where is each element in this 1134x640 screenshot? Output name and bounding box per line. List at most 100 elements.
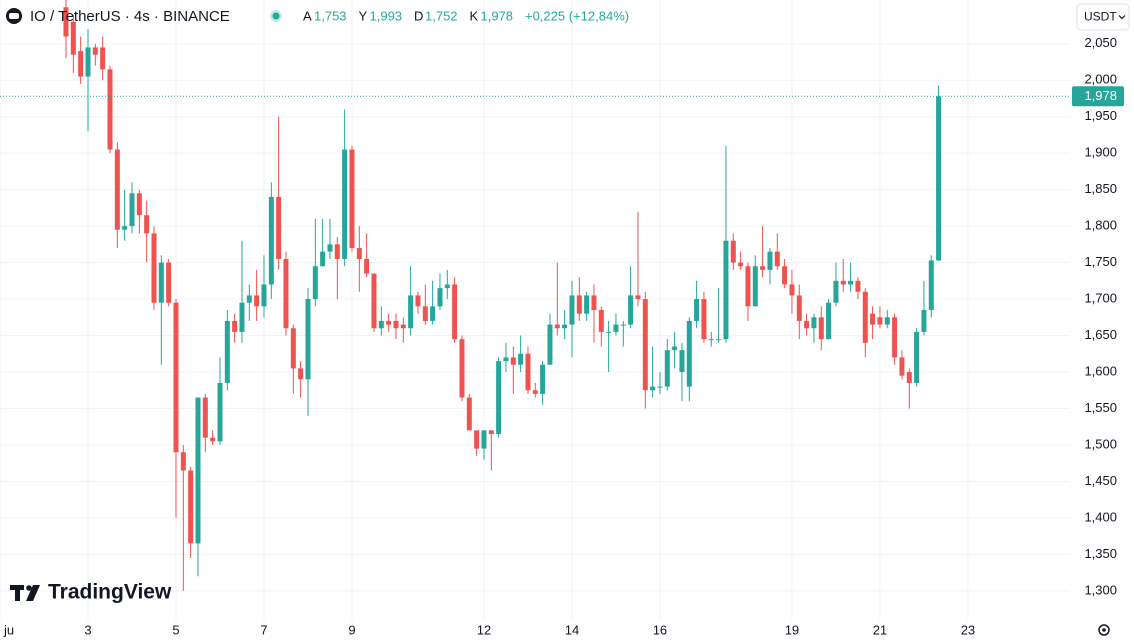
- y-tick-label: 1,800: [1084, 218, 1117, 233]
- candle-body: [408, 295, 414, 329]
- candle-body: [496, 361, 502, 434]
- candle-body: [158, 262, 164, 303]
- candle-body: [305, 299, 311, 380]
- candle-body: [899, 357, 905, 376]
- watermark-logo: [10, 585, 40, 601]
- candle-body: [415, 295, 421, 307]
- candle-body: [195, 397, 201, 544]
- x-tick-label: 14: [565, 622, 579, 637]
- legend-value: 1,752: [425, 8, 458, 23]
- y-tick-label: 1,850: [1084, 181, 1117, 196]
- candle-body: [686, 320, 692, 387]
- candle-body: [833, 280, 839, 303]
- candle-body: [254, 295, 260, 307]
- candle-body: [107, 69, 113, 150]
- candle-body: [921, 310, 927, 332]
- candle-body: [628, 295, 634, 325]
- candle-body: [723, 240, 729, 340]
- candle-body: [437, 288, 443, 307]
- candle-body: [452, 284, 458, 340]
- legend-key: A: [303, 8, 312, 23]
- candle-body: [78, 51, 84, 77]
- candle-body: [576, 295, 582, 314]
- y-tick-label: 1,750: [1084, 254, 1117, 269]
- symbol-logo-mark: [9, 13, 19, 19]
- candle-body: [562, 324, 568, 329]
- candle-body: [481, 430, 487, 449]
- candle-body: [474, 430, 480, 449]
- candle-body: [188, 470, 194, 544]
- candle-body: [672, 346, 678, 351]
- candle-body: [202, 397, 208, 438]
- candle-body: [613, 324, 619, 332]
- candle-body: [356, 248, 362, 259]
- candle-body: [620, 324, 626, 326]
- candle-body: [796, 295, 802, 321]
- candle-body: [635, 295, 641, 300]
- y-tick-label: 1,900: [1084, 145, 1117, 160]
- candle-body: [767, 251, 773, 270]
- candle-body: [459, 339, 465, 398]
- candle-body: [745, 266, 751, 307]
- x-tick-label: 16: [653, 622, 667, 637]
- candle-body: [818, 317, 824, 340]
- candle-body: [642, 299, 648, 391]
- candle-body: [664, 350, 670, 387]
- legend-key: K: [470, 8, 479, 23]
- currency-button[interactable]: [1076, 3, 1130, 31]
- currency-label[interactable]: USDT: [1084, 10, 1117, 24]
- candle-body: [63, 7, 69, 37]
- candle-body: [547, 324, 553, 365]
- candle-body: [114, 149, 120, 230]
- candle-body: [298, 368, 304, 380]
- candle-body: [466, 397, 472, 431]
- candle-body: [144, 215, 150, 234]
- y-tick-label: 1,950: [1084, 108, 1117, 123]
- candle-body: [386, 320, 392, 325]
- candle-body: [488, 430, 494, 434]
- candle-body: [936, 96, 942, 261]
- y-tick-label: 1,450: [1084, 473, 1117, 488]
- y-tick-label: 1,400: [1084, 509, 1117, 524]
- candle-body: [422, 306, 428, 321]
- candle-body: [327, 244, 333, 252]
- symbol-title[interactable]: IO / TetherUS · 4s · BINANCE: [30, 8, 230, 25]
- y-tick-label: 2,000: [1084, 72, 1117, 87]
- candle-body: [136, 193, 142, 216]
- x-tick-label: 9: [348, 622, 355, 637]
- candle-body: [334, 244, 340, 259]
- candle-body: [364, 258, 370, 274]
- candle-body: [914, 331, 920, 383]
- candle-body: [166, 262, 172, 303]
- status-dot: [272, 12, 280, 20]
- candle-body: [789, 284, 795, 296]
- legend-key: Y: [359, 8, 368, 23]
- candle-body: [503, 357, 509, 362]
- candle-body: [393, 320, 399, 329]
- candle-body: [312, 266, 318, 300]
- candle-body: [151, 233, 157, 303]
- y-tick-label: 2,050: [1084, 35, 1117, 50]
- candle-body: [584, 295, 590, 314]
- candle-body: [532, 390, 538, 394]
- candle-body: [268, 196, 274, 285]
- candle-body: [320, 251, 326, 267]
- candle-body: [708, 339, 714, 341]
- candle-body: [598, 310, 604, 332]
- candle-body: [782, 266, 788, 285]
- candle-body: [554, 324, 560, 329]
- candle-body: [70, 21, 76, 55]
- candle-body: [173, 302, 179, 453]
- settings-icon[interactable]: [1098, 624, 1110, 636]
- candle-body: [378, 320, 384, 329]
- candle-body: [371, 273, 377, 329]
- candle-body: [569, 295, 575, 325]
- x-tick-label: 21: [873, 622, 887, 637]
- candle-body: [525, 353, 531, 391]
- candle-body: [804, 320, 810, 329]
- x-tick-label: 7: [260, 622, 267, 637]
- candle-body: [100, 47, 106, 70]
- candle-body: [591, 295, 597, 310]
- candle-body: [738, 262, 744, 267]
